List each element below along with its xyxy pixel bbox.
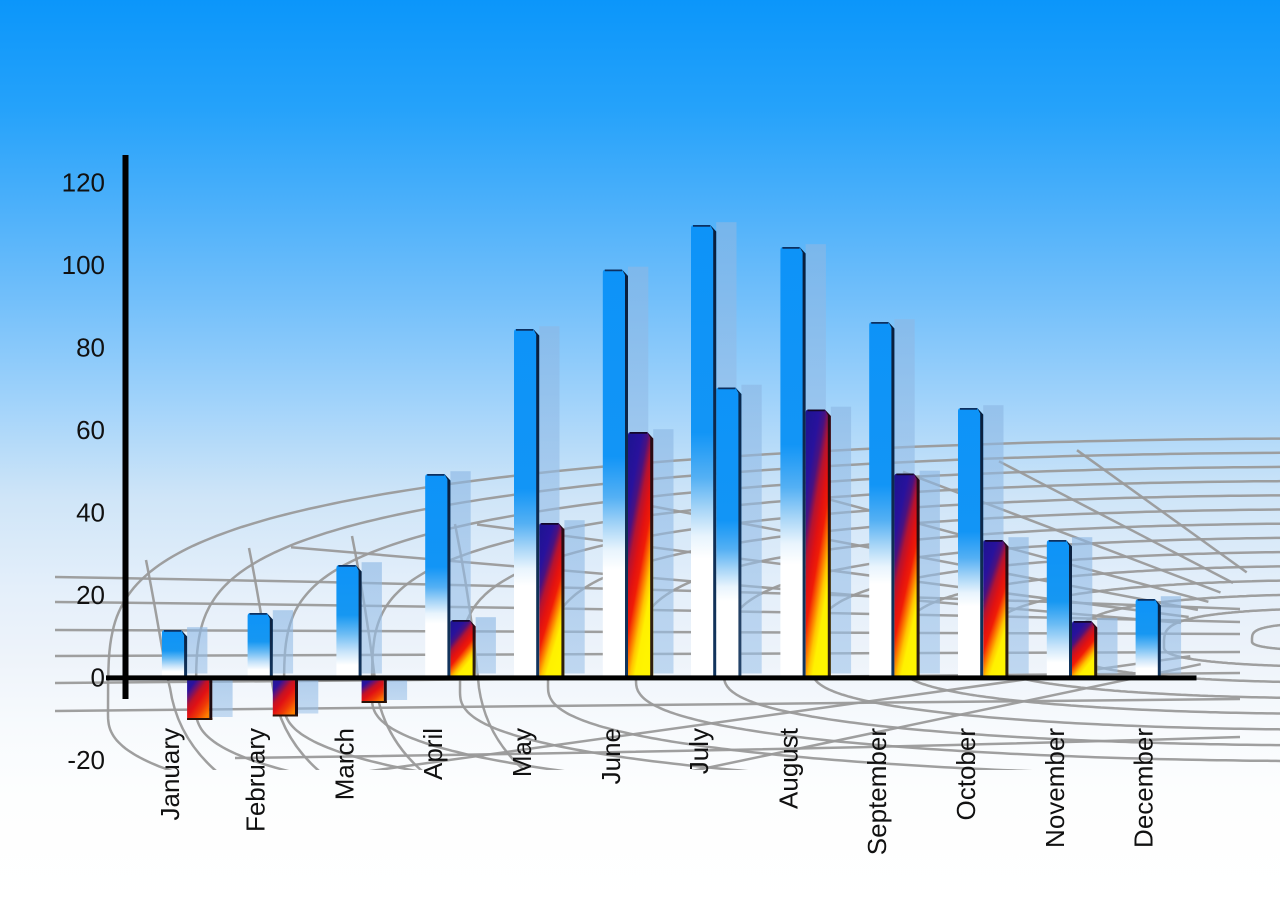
svg-text:40: 40 (76, 497, 105, 527)
svg-text:July: July (684, 728, 714, 774)
svg-text:January: January (155, 728, 185, 821)
svg-text:November: November (1040, 728, 1070, 848)
svg-text:100: 100 (62, 250, 105, 280)
svg-text:October: October (951, 728, 981, 821)
svg-text:60: 60 (76, 415, 105, 445)
svg-text:September: September (862, 728, 892, 856)
svg-text:February: February (241, 728, 271, 832)
svg-text:20: 20 (76, 580, 105, 610)
svg-text:-20: -20 (67, 745, 105, 775)
svg-text:May: May (507, 728, 537, 777)
svg-text:June: June (596, 728, 626, 784)
svg-text:80: 80 (76, 332, 105, 362)
svg-text:March: March (329, 728, 359, 800)
svg-text:April: April (418, 728, 448, 780)
svg-text:120: 120 (62, 167, 105, 197)
svg-text:December: December (1129, 728, 1159, 848)
svg-text:August: August (773, 727, 803, 809)
svg-text:0: 0 (91, 662, 105, 692)
